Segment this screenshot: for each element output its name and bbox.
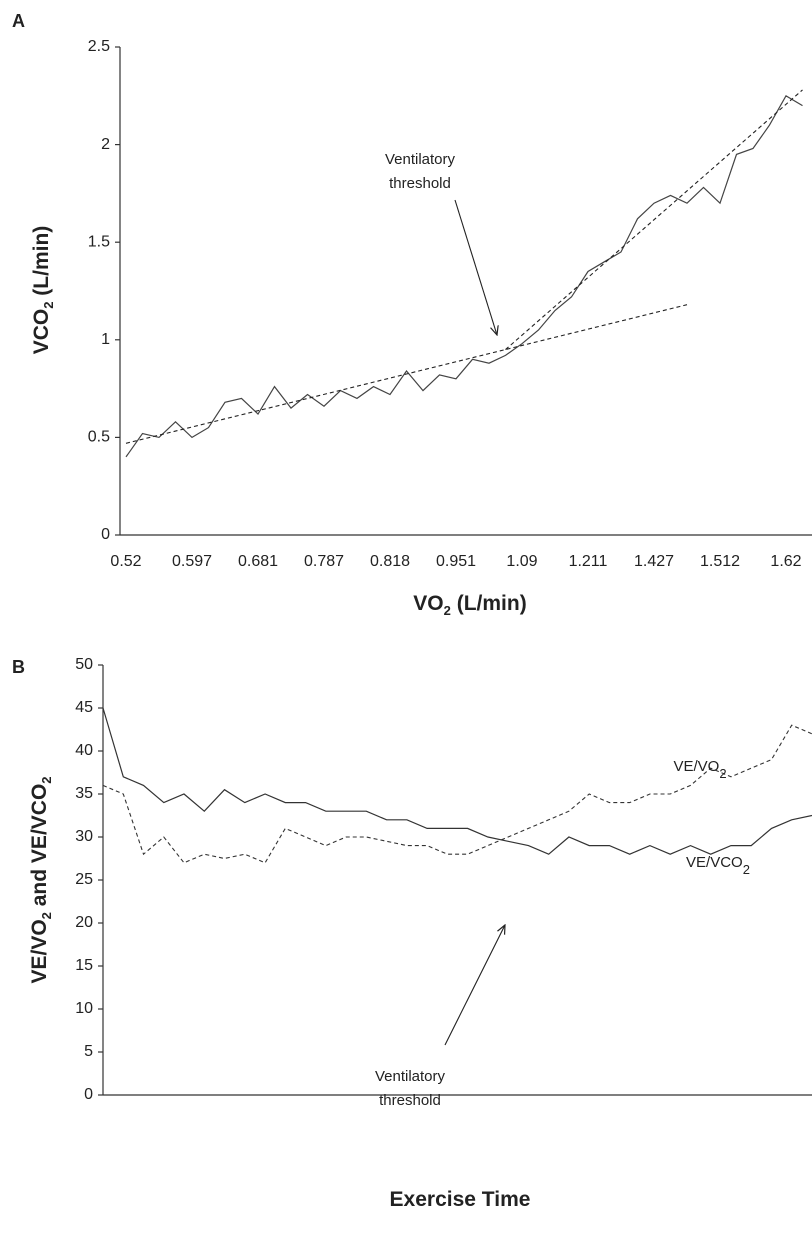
y-tick-label: 40 (75, 742, 93, 759)
y-tick-label: 0 (84, 1086, 93, 1103)
series-label-part: VE/VO (673, 758, 719, 775)
x-axis-label-part: (L/min) (451, 592, 527, 615)
annotation: threshold (389, 175, 451, 192)
y-axis-label-part: 2 (39, 776, 54, 783)
x-axis-label-part: 2 (444, 603, 451, 618)
y-tick-label: 50 (75, 656, 93, 673)
series-label: VE/VCO2 (686, 854, 750, 877)
y-tick-label: 15 (75, 957, 93, 974)
x-tick-label: 0.818 (370, 553, 410, 570)
x-axis-label: Exercise Time (390, 1188, 531, 1211)
x-axis-label-part: Exercise Time (390, 1188, 531, 1211)
y-tick-label: 5 (84, 1043, 93, 1060)
x-tick-label: 1.427 (634, 553, 674, 570)
y-tick-label: 1.5 (88, 233, 110, 250)
series-line (102, 724, 812, 864)
x-tick-label: 1.211 (569, 553, 608, 570)
x-tick-label: 0.951 (436, 553, 476, 570)
series-label: VE/VO2 (673, 758, 726, 781)
x-tick-label: 1.09 (506, 553, 537, 570)
x-tick-label: 0.681 (238, 553, 278, 570)
annotation: Ventilatory (375, 1068, 446, 1085)
panel-label: A (12, 11, 25, 31)
y-tick-label: 10 (75, 1000, 93, 1017)
annotation: threshold (379, 1092, 441, 1109)
y-axis-label-part: (L/min) (30, 226, 53, 302)
y-tick-label: 2.5 (88, 38, 110, 55)
y-axis-label-part: 2 (39, 912, 54, 919)
x-tick-label: 0.787 (304, 553, 344, 570)
series-line (125, 94, 803, 458)
x-tick-label: 0.52 (110, 553, 141, 570)
annotation: Ventilatory (385, 151, 456, 168)
series-label-part: 2 (719, 766, 726, 781)
x-axis-label: VO2 (L/min) (413, 592, 526, 618)
y-axis-label-part: and VE/VCO (28, 784, 51, 912)
series-line (102, 707, 812, 855)
y-tick-label: 2 (101, 136, 110, 153)
annotation-arrow (444, 925, 505, 1046)
y-tick-label: 45 (75, 699, 93, 716)
x-tick-label: 1.512 (700, 553, 740, 570)
series-label-part: VE/VCO (686, 854, 743, 871)
series-line (125, 304, 688, 444)
y-axis-label-part: 2 (41, 302, 56, 309)
x-tick-label: 1.62 (770, 553, 801, 570)
y-axis-label-part: VCO (30, 309, 53, 355)
annotation-arrow (454, 199, 497, 335)
y-tick-label: 0 (101, 526, 110, 543)
y-tick-label: 20 (75, 914, 93, 931)
y-tick-label: 30 (75, 828, 93, 845)
y-tick-label: 25 (75, 871, 93, 888)
series-label-part: 2 (743, 862, 750, 877)
x-axis-label-part: VO (413, 592, 443, 615)
panel-label: B (12, 657, 25, 677)
y-tick-label: 1 (101, 331, 110, 348)
x-tick-label: 0.597 (172, 553, 212, 570)
y-axis-label: VCO2 (L/min) (30, 226, 56, 355)
y-tick-label: 35 (75, 785, 93, 802)
y-axis-label: VE/VO2 and VE/VCO2 (28, 776, 54, 983)
y-axis-label-part: VE/VO (28, 919, 51, 983)
series-line (505, 89, 803, 351)
y-tick-label: 0.5 (88, 429, 110, 446)
